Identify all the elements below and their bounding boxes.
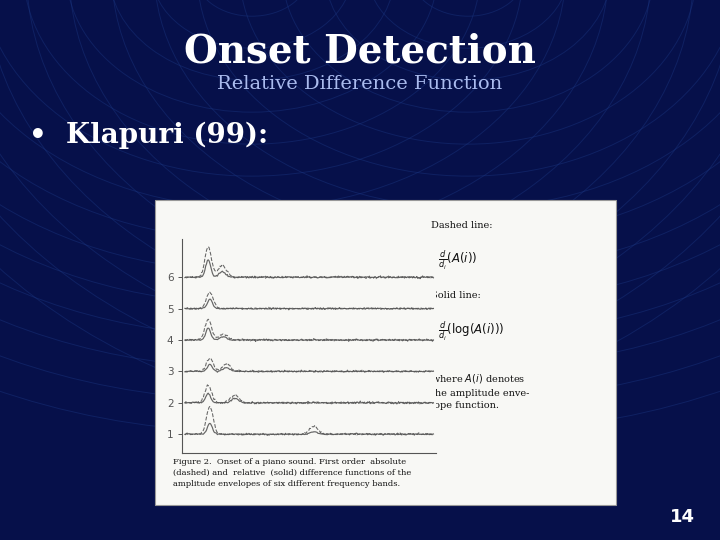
Text: where $A(i)$ denotes
the amplitude enve-
lope function.: where $A(i)$ denotes the amplitude enve-… bbox=[431, 373, 530, 410]
Text: Onset Detection: Onset Detection bbox=[184, 32, 536, 70]
Text: Relative Difference Function: Relative Difference Function bbox=[217, 75, 503, 93]
Text: Dashed line:: Dashed line: bbox=[431, 221, 492, 230]
Text: $\frac{d}{d_i}$$(\log(A(i)))$: $\frac{d}{d_i}$$(\log(A(i)))$ bbox=[438, 320, 505, 342]
Text: $\frac{d}{d_i}$$(A(i))$: $\frac{d}{d_i}$$(A(i))$ bbox=[438, 249, 477, 272]
Text: •  Klapuri (99):: • Klapuri (99): bbox=[29, 122, 268, 148]
Bar bbox=[155, 200, 616, 505]
Text: Figure 2.  Onset of a piano sound. First order  absolute
(dashed) and  relative : Figure 2. Onset of a piano sound. First … bbox=[173, 457, 411, 488]
Text: Solid line:: Solid line: bbox=[431, 292, 481, 300]
Text: 14: 14 bbox=[670, 509, 695, 526]
